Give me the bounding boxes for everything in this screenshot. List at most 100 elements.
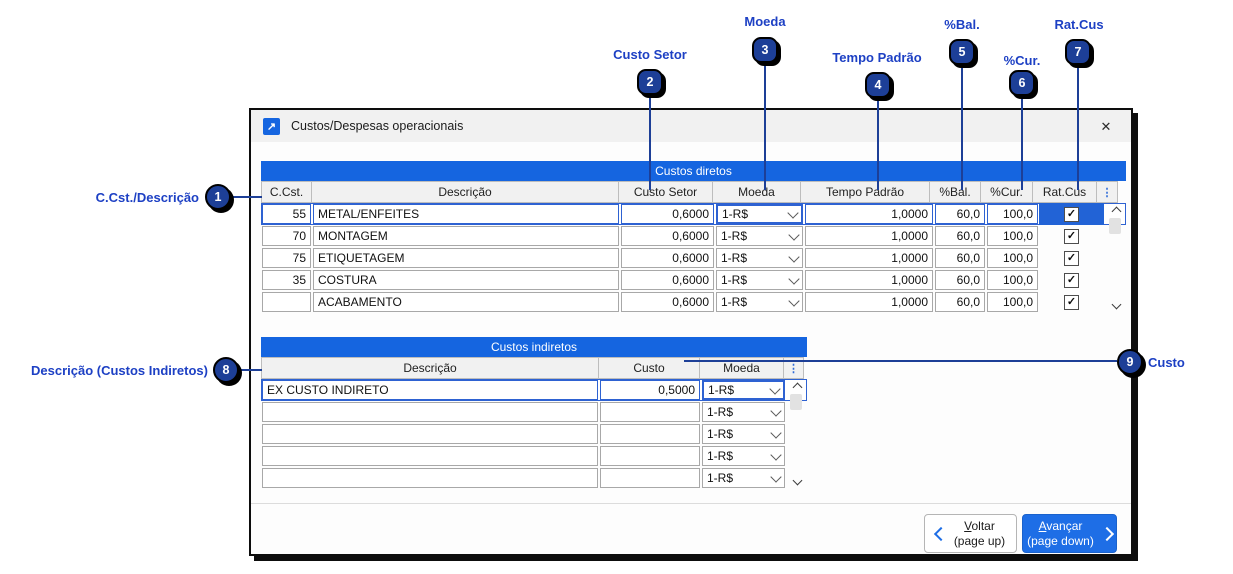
avancar-button[interactable]: Avançar (page down) [1022,514,1117,553]
chevron-left-icon [933,526,948,541]
cell-ccst[interactable] [262,292,311,312]
cell-tempo-padrao[interactable]: 1,0000 [805,270,933,290]
moeda-dropdown[interactable]: 1-R$ [702,380,785,400]
table-row[interactable]: 75 ETIQUETAGEM 0,6000 1-R$ 1,0000 60,0 100,0 ✓ [261,247,1126,269]
cell-custo-setor-cell: 0,6000 [620,225,715,247]
moeda-value: 1-R$ [707,427,734,441]
cell-descricao[interactable] [262,424,598,444]
cell-tempo-padrao-cell: 1,0000 [804,225,934,247]
table-row[interactable]: 1-R$ [261,467,807,489]
cell-tempo-padrao[interactable]: 1,0000 [805,248,933,268]
cell-cur[interactable]: 100,0 [987,204,1038,224]
moeda-dropdown[interactable]: 1-R$ [702,402,785,422]
cell-custo[interactable] [600,446,700,466]
cell-bal[interactable]: 60,0 [935,226,985,246]
moeda-dropdown[interactable]: 1-R$ [716,292,803,312]
table-row[interactable]: 35 COSTURA 0,6000 1-R$ 1,0000 60,0 100,0 ✓ [261,269,1126,291]
close-icon[interactable]: ✕ [1100,119,1112,134]
cell-custo-cell [599,401,701,423]
table-row[interactable]: 70 MONTAGEM 0,6000 1-R$ 1,0000 60,0 100,0 ✓ [261,225,1126,247]
scrollbar-thumb[interactable] [790,394,802,410]
cell-descricao[interactable]: ACABAMENTO [313,292,619,312]
rat-cus-checkbox[interactable]: ✓ [1064,228,1079,244]
scroll-up-icon[interactable] [787,379,807,393]
cell-bal[interactable]: 60,0 [935,204,985,224]
direct-costs-table: Custos diretos C.Cst. Descrição Custo Se… [261,161,1126,313]
cell-custo[interactable] [600,424,700,444]
direct-costs-column-headers: C.Cst. Descrição Custo Setor Moeda Tempo… [261,181,1126,203]
moeda-dropdown[interactable]: 1-R$ [716,248,803,268]
table-row[interactable]: EX CUSTO INDIRETO 0,5000 1-R$ [261,379,807,401]
moeda-dropdown-cell: 1-R$ [701,423,786,445]
cell-custo[interactable] [600,402,700,422]
cell-ccst[interactable]: 55 [262,204,311,224]
scrollbar-thumb[interactable] [1109,218,1121,234]
callout-badge-5: 5 [949,39,975,65]
table-row[interactable]: 1-R$ [261,401,807,423]
cell-bal[interactable]: 60,0 [935,270,985,290]
cell-custo-setor[interactable]: 0,6000 [621,270,714,290]
moeda-dropdown[interactable]: 1-R$ [702,446,785,466]
scroll-down-icon[interactable] [787,475,807,489]
callout-badge-6: 6 [1009,70,1035,96]
cell-custo-setor[interactable]: 0,6000 [621,204,714,224]
voltar-button[interactable]: Voltar (page up) [924,514,1017,553]
cell-descricao[interactable]: ETIQUETAGEM [313,248,619,268]
scroll-up-icon[interactable] [1106,203,1126,217]
rat-cus-checkbox[interactable]: ✓ [1064,272,1079,288]
voltar-sublabel: (page up) [953,533,1006,548]
cell-cur[interactable]: 100,0 [987,226,1038,246]
callout-badge-1: 1 [205,184,231,210]
table-row[interactable]: 1-R$ [261,423,807,445]
cell-custo-setor[interactable]: 0,6000 [621,248,714,268]
moeda-dropdown-cell: 1-R$ [715,269,804,291]
moeda-dropdown[interactable]: 1-R$ [716,226,803,246]
callout-label-rat-cus: Rat.Cus [1054,17,1104,32]
cell-descricao[interactable]: MONTAGEM [313,226,619,246]
rat-cus-checkbox[interactable]: ✓ [1064,206,1079,222]
moeda-dropdown[interactable]: 1-R$ [716,204,803,224]
callout-badge-3: 3 [752,37,778,63]
direct-costs-scrollbar[interactable] [1106,203,1126,313]
moeda-dropdown[interactable]: 1-R$ [716,270,803,290]
grid-options-icon[interactable]: ⋮ [783,357,804,379]
cell-tempo-padrao[interactable]: 1,0000 [805,292,933,312]
table-row[interactable]: 55 METAL/ENFEITES 0,6000 1-R$ 1,0000 60,0 100,… [261,203,1126,225]
cell-custo-cell [599,467,701,489]
moeda-dropdown[interactable]: 1-R$ [702,468,785,488]
cell-tempo-padrao[interactable]: 1,0000 [805,204,933,224]
cell-custo-setor[interactable]: 0,6000 [621,226,714,246]
cell-custo[interactable]: 0,5000 [600,380,700,400]
cell-bal[interactable]: 60,0 [935,248,985,268]
rat-cus-checkbox[interactable]: ✓ [1064,294,1079,310]
table-row[interactable]: 1-R$ [261,445,807,467]
cell-ccst[interactable]: 35 [262,270,311,290]
cell-custo[interactable] [600,468,700,488]
indirect-costs-scrollbar[interactable] [787,379,807,489]
cell-ccst[interactable]: 70 [262,226,311,246]
cell-ccst[interactable]: 75 [262,248,311,268]
cell-custo-setor[interactable]: 0,6000 [621,292,714,312]
cell-descricao[interactable]: COSTURA [313,270,619,290]
table-row[interactable]: ACABAMENTO 0,6000 1-R$ 1,0000 60,0 100,0 ✓ [261,291,1126,313]
scroll-down-icon[interactable] [1106,299,1126,313]
cell-tempo-padrao[interactable]: 1,0000 [805,226,933,246]
dialog-custos-despesas: ↗ Custos/Despesas operacionais ✕ Custos … [249,108,1133,556]
direct-costs-rows: 55 METAL/ENFEITES 0,6000 1-R$ 1,0000 60,0 100,… [261,203,1126,313]
cell-cur[interactable]: 100,0 [987,292,1038,312]
cell-cur-cell: 100,0 [986,225,1039,247]
cell-descricao[interactable] [262,402,598,422]
cell-descricao[interactable]: METAL/ENFEITES [313,204,619,224]
cell-descricao[interactable]: EX CUSTO INDIRETO [262,380,598,400]
cell-descricao[interactable] [262,468,598,488]
grid-options-icon[interactable]: ⋮ [1096,181,1118,203]
cell-bal[interactable]: 60,0 [935,292,985,312]
cell-cur[interactable]: 100,0 [987,270,1038,290]
moeda-dropdown[interactable]: 1-R$ [702,424,785,444]
cell-descricao[interactable] [262,446,598,466]
column-header-ccst: C.Cst. [261,181,312,203]
column-header-moeda-ind: Moeda [699,357,784,379]
cell-cur[interactable]: 100,0 [987,248,1038,268]
rat-cus-checkbox[interactable]: ✓ [1064,250,1079,266]
